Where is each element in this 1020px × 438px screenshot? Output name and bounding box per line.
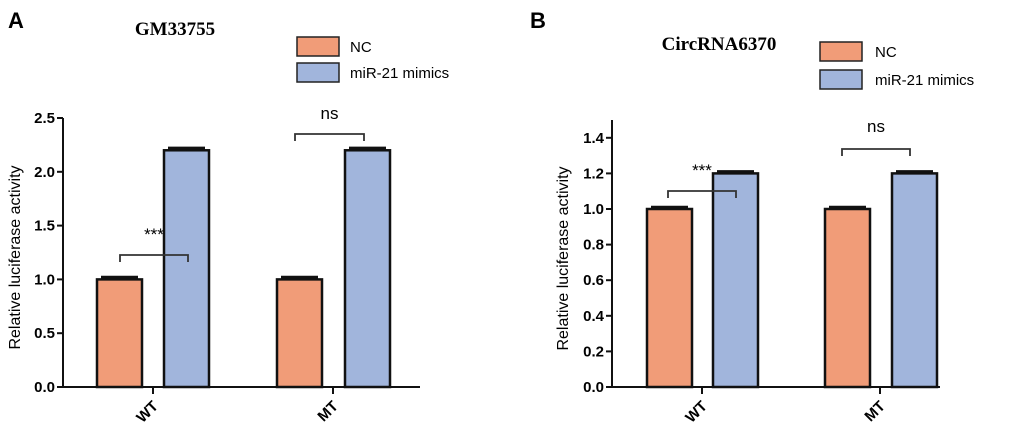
y-tick-label: 1.2 [583, 165, 604, 182]
y-tick-label: 1.5 [34, 218, 55, 235]
y-tick-label: 0.2 [583, 343, 604, 360]
significance-bracket [119, 254, 189, 262]
bar-wt-nc [95, 278, 144, 389]
panel-a: A GM33755 NC miR-21 mimics Relative lucifera… [7, 8, 449, 426]
bar-mt-mimics [890, 172, 939, 389]
y-tick-label: 1.0 [34, 271, 55, 288]
bar-wt-mimics [711, 172, 760, 389]
significance-label: *** [144, 225, 164, 244]
significance-bracket [294, 133, 365, 141]
legend-label: miR-21 mimics [875, 72, 974, 89]
y-tick-label: 0.8 [583, 237, 604, 254]
bar-wt-nc [645, 207, 694, 389]
x-tick-label: WT [133, 398, 162, 427]
y-tick-label: 0.4 [583, 308, 605, 325]
y-tick-label: 2.5 [34, 110, 55, 127]
significance-bracket [667, 190, 737, 198]
x-tick-label: WT [682, 398, 711, 427]
legend-label: NC [875, 44, 897, 61]
y-axis-label: Relative luciferase activity [555, 166, 572, 350]
panel-b: B CircRNA6370 NC miR-21 mimics Relative luci… [530, 8, 974, 426]
significance-label: ns [321, 104, 339, 123]
legend-label: miR-21 mimics [350, 65, 449, 82]
significance-label: ns [867, 117, 885, 136]
legend-swatch [819, 69, 863, 90]
y-tick-label: 0.6 [583, 272, 604, 289]
chart-title: CircRNA6370 [662, 34, 777, 55]
y-tick-label: 1.4 [583, 130, 605, 147]
legend-swatch [819, 41, 863, 62]
legend-swatch [296, 62, 340, 83]
bar-mt-nc [275, 278, 324, 389]
bar-wt-mimics [162, 149, 211, 389]
legend-label: NC [350, 39, 372, 56]
y-tick-label: 0.5 [34, 325, 55, 342]
y-axis-label: Relative luciferase activity [7, 165, 24, 349]
x-tick-label: MT [314, 398, 341, 425]
y-tick-label: 2.0 [34, 164, 55, 181]
panel-label: A [8, 8, 24, 33]
y-tick-label: 0.0 [34, 379, 55, 396]
y-tick-label: 1.0 [583, 201, 604, 218]
significance-label: *** [692, 161, 712, 180]
legend-swatch [296, 36, 340, 57]
bar-mt-mimics [343, 149, 392, 389]
chart-title: GM33755 [135, 19, 215, 40]
bar-mt-nc [823, 207, 872, 389]
y-tick-label: 0.0 [583, 379, 604, 396]
panel-label: B [530, 8, 546, 33]
significance-bracket [841, 148, 911, 156]
x-tick-label: MT [861, 398, 888, 425]
